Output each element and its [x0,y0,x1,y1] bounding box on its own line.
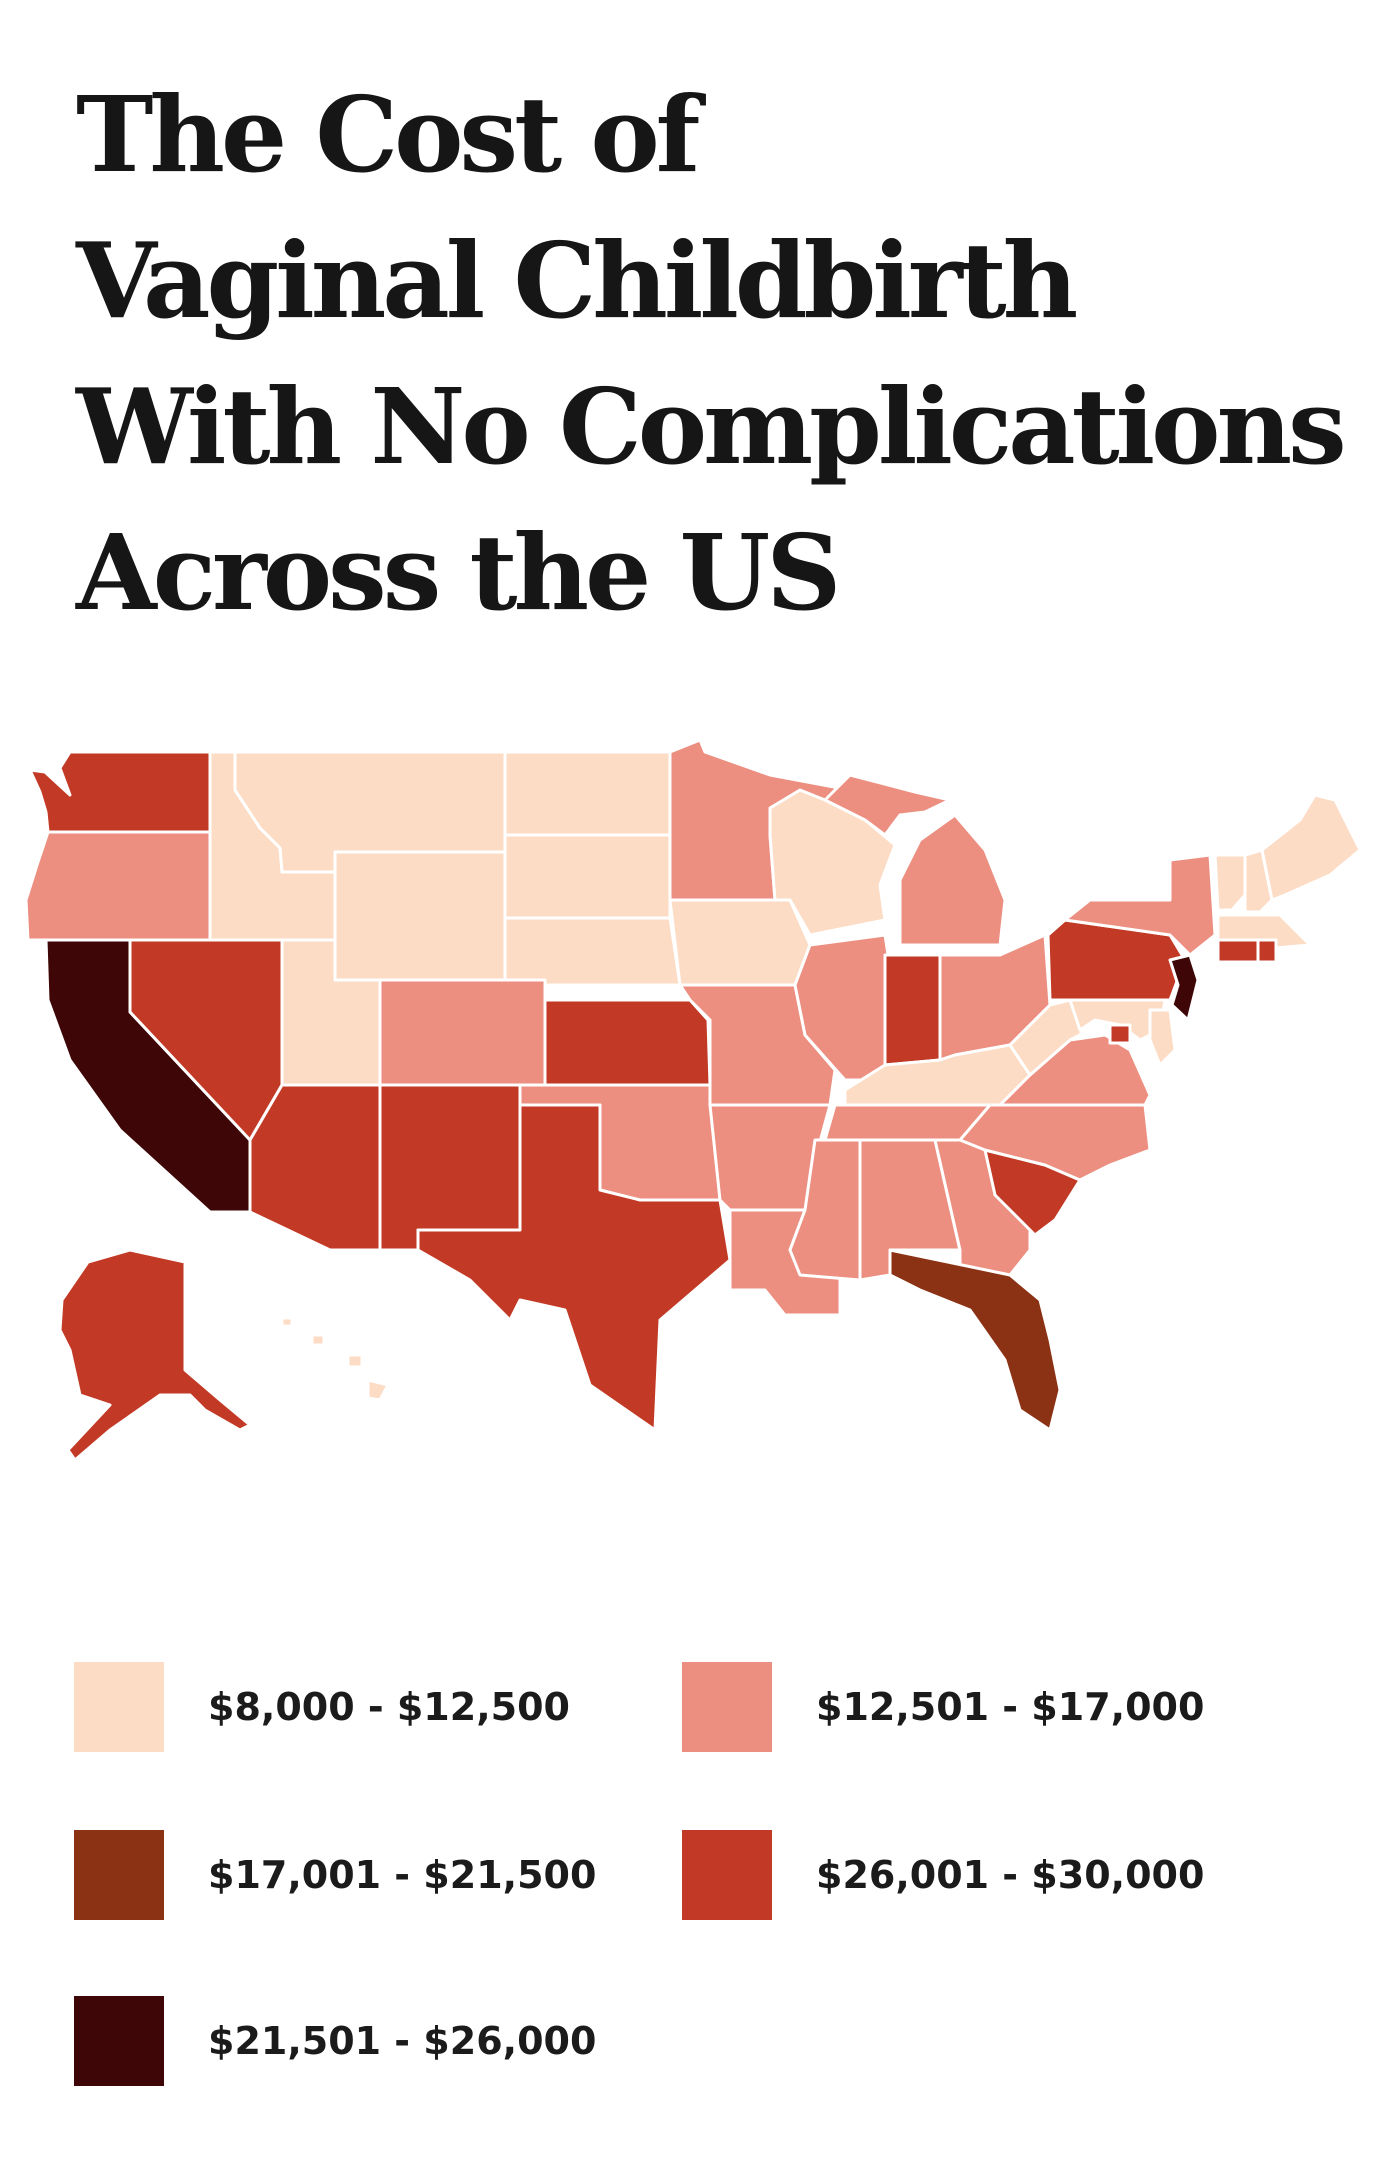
state-arizona [248,1083,382,1252]
legend-label: $8,000 - $12,500 [208,1685,570,1729]
state-vermont [1213,853,1247,912]
state-wisconsin [768,788,897,937]
state-florida [888,1248,1062,1432]
state-connecticut [1216,938,1260,964]
state-north-dakota [503,750,672,837]
state-kansas [543,998,712,1087]
legend-item-8000-12500: $8,000 - $12,500 [74,1662,570,1752]
page-title: The Cost of Vaginal Childbirth With No C… [76,62,1347,646]
state-iowa [668,898,812,987]
state-rhode-island [1256,938,1278,964]
legend-item-21501-26000: $21,501 - $26,000 [74,1996,596,2086]
legend-swatch [74,1830,164,1920]
state-michigan-upper [823,773,952,837]
state-colorado [378,978,547,1087]
state-wyoming [333,850,507,982]
state-hawaii [280,1316,390,1402]
state-new-mexico [378,1083,522,1252]
state-alaska [58,1248,252,1462]
state-south-dakota [503,833,672,920]
state-michigan-lower [898,813,1007,947]
legend-label: $26,001 - $30,000 [816,1853,1205,1897]
legend-item-17001-21500: $17,001 - $21,500 [74,1830,596,1920]
state-oregon [24,830,212,942]
legend-swatch [682,1662,772,1752]
legend-swatch [74,1662,164,1752]
legend-item-12501-17000: $12,501 - $17,000 [682,1662,1204,1752]
state-nebraska [503,916,682,987]
title-line-2: Vaginal Childbirth [76,219,1078,342]
title-line-4: Across the US [76,511,841,634]
us-choropleth-map [24,738,1362,1462]
title-line-1: The Cost of [76,73,700,196]
state-north-carolina [958,1103,1152,1182]
state-washington [28,750,212,834]
legend-swatch [682,1830,772,1920]
state-new-york [1063,853,1217,957]
state-new-hampshire [1243,848,1274,914]
state-texas [416,1103,732,1432]
legend-swatch [74,1996,164,2086]
hawaii-island-kauai [280,1316,294,1328]
hawaii-island-maui [346,1353,364,1369]
legend-label: $21,501 - $26,000 [208,2019,597,2063]
hawaii-island-oahu [310,1333,326,1347]
legend-label: $12,501 - $17,000 [816,1685,1205,1729]
state-maine [1260,793,1362,902]
state-dc [1108,1023,1132,1045]
legend-label: $17,001 - $21,500 [208,1853,597,1897]
state-delaware [1148,1008,1177,1067]
state-indiana [883,953,942,1067]
legend-item-26001-30000: $26,001 - $30,000 [682,1830,1204,1920]
hawaii-island-big [366,1378,390,1402]
title-line-3: With No Complications [76,365,1347,488]
